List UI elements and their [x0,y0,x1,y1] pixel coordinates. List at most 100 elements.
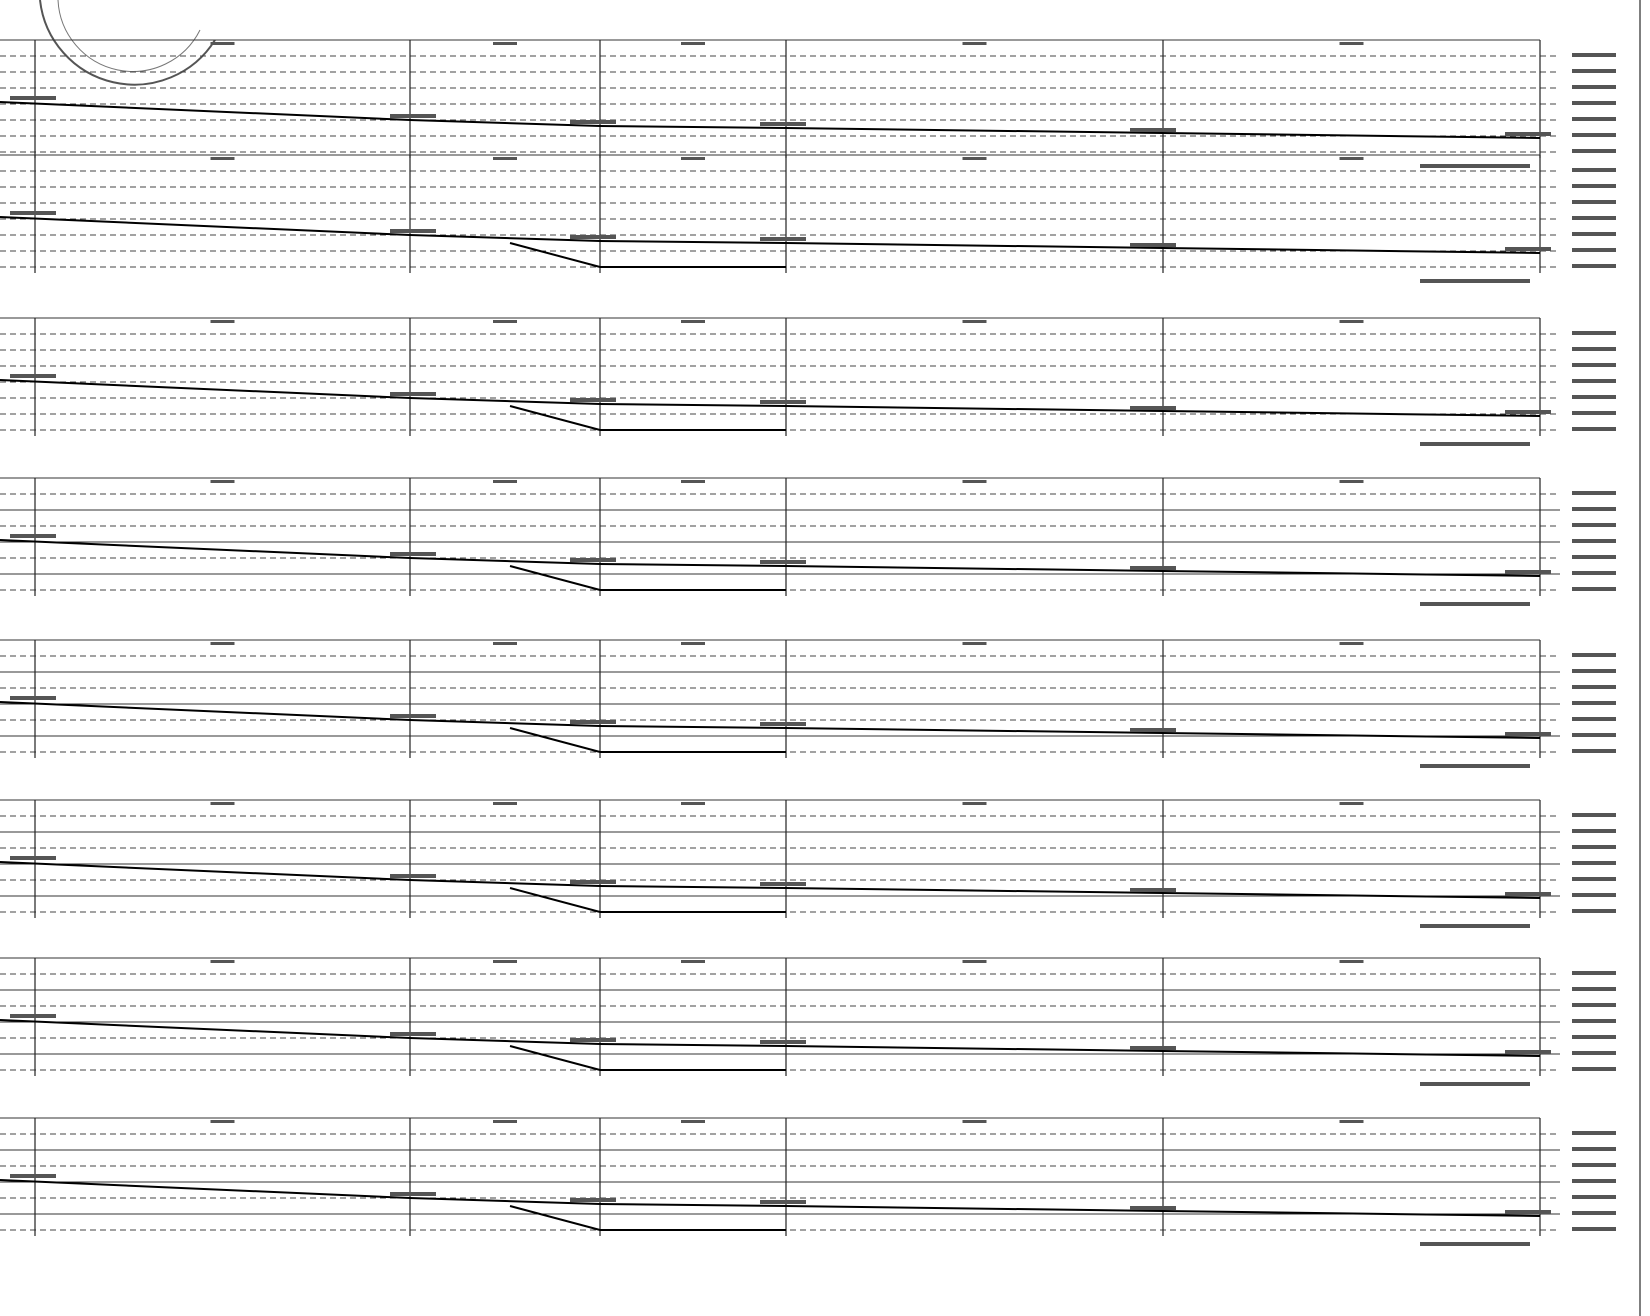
illegible-label [1572,539,1616,543]
illegible-label [1420,279,1530,283]
illegible-label [1505,732,1551,736]
illegible-label [390,552,436,556]
illegible-label [681,802,705,805]
illegible-label [210,320,235,323]
illegible-label [681,1120,705,1123]
illegible-label [1572,877,1616,881]
illegible-label [210,157,235,160]
illegible-label [681,642,705,645]
illegible-label [1572,685,1616,689]
illegible-label [1572,216,1616,220]
illegible-label [1572,248,1616,252]
illegible-label [1572,1227,1616,1231]
illegible-label [1572,347,1616,351]
illegible-label [1572,264,1616,268]
illegible-label [10,856,56,860]
illegible-label [1572,491,1616,495]
illegible-label [681,480,705,483]
illegible-label [1505,247,1551,251]
illegible-label [493,802,517,805]
illegible-label [570,1198,616,1202]
illegible-label [1572,395,1616,399]
illegible-label [1572,331,1616,335]
illegible-label [962,320,987,323]
illegible-label [1130,1046,1176,1050]
illegible-label [1572,1003,1616,1007]
illegible-label [1572,184,1616,188]
profile-line [0,1019,1541,1057]
illegible-label [390,1192,436,1196]
stamp-inner [57,0,201,72]
illegible-label [1130,128,1176,132]
illegible-label [1572,1051,1616,1055]
illegible-label [210,642,235,645]
illegible-label [1572,427,1616,431]
illegible-label [962,42,987,45]
profile-drop [509,405,786,431]
illegible-label [1572,861,1616,865]
illegible-label [1572,845,1616,849]
illegible-label [493,157,517,160]
illegible-label [210,480,235,483]
illegible-label [1130,728,1176,732]
illegible-label [1572,1035,1616,1039]
illegible-label [390,874,436,878]
illegible-label [210,802,235,805]
illegible-label [570,880,616,884]
illegible-label [1420,1242,1530,1246]
illegible-label [760,122,806,126]
illegible-label [1130,888,1176,892]
profile-line [0,861,1541,899]
illegible-label [1339,480,1364,483]
illegible-label [570,120,616,124]
illegible-label [760,882,806,886]
illegible-label [493,960,517,963]
illegible-label [1572,101,1616,105]
illegible-label [1572,1067,1616,1071]
illegible-label [962,802,987,805]
profile-drop [509,887,786,913]
profile-drop [509,1205,786,1231]
illegible-label [1339,802,1364,805]
illegible-label [1420,1082,1530,1086]
illegible-label [1572,232,1616,236]
illegible-label [1339,157,1364,160]
illegible-label [1572,1131,1616,1135]
illegible-label [493,42,517,45]
illegible-label [570,720,616,724]
illegible-label [1130,1206,1176,1210]
illegible-label [1572,717,1616,721]
illegible-label [390,392,436,396]
illegible-label [1572,893,1616,897]
illegible-label [570,235,616,239]
illegible-label [962,642,987,645]
illegible-label [1339,1120,1364,1123]
illegible-label [570,1038,616,1042]
illegible-label [390,229,436,233]
illegible-label [1572,733,1616,737]
illegible-label [1420,602,1530,606]
illegible-label [1572,117,1616,121]
illegible-label [681,320,705,323]
stamp [39,0,216,86]
illegible-label [681,960,705,963]
illegible-label [1572,749,1616,753]
illegible-label [493,320,517,323]
illegible-label [390,1032,436,1036]
illegible-label [1572,379,1616,383]
illegible-label [760,1040,806,1044]
illegible-label [681,42,705,45]
illegible-label [10,1014,56,1018]
profile-line [0,216,1541,254]
profile-line [0,539,1541,577]
profile-line [0,379,1541,417]
illegible-label [10,96,56,100]
illegible-label [10,534,56,538]
illegible-label [1505,1050,1551,1054]
illegible-label [10,211,56,215]
illegible-label [962,157,987,160]
illegible-label [760,560,806,564]
profile-drop [509,242,786,268]
illegible-label [1572,523,1616,527]
